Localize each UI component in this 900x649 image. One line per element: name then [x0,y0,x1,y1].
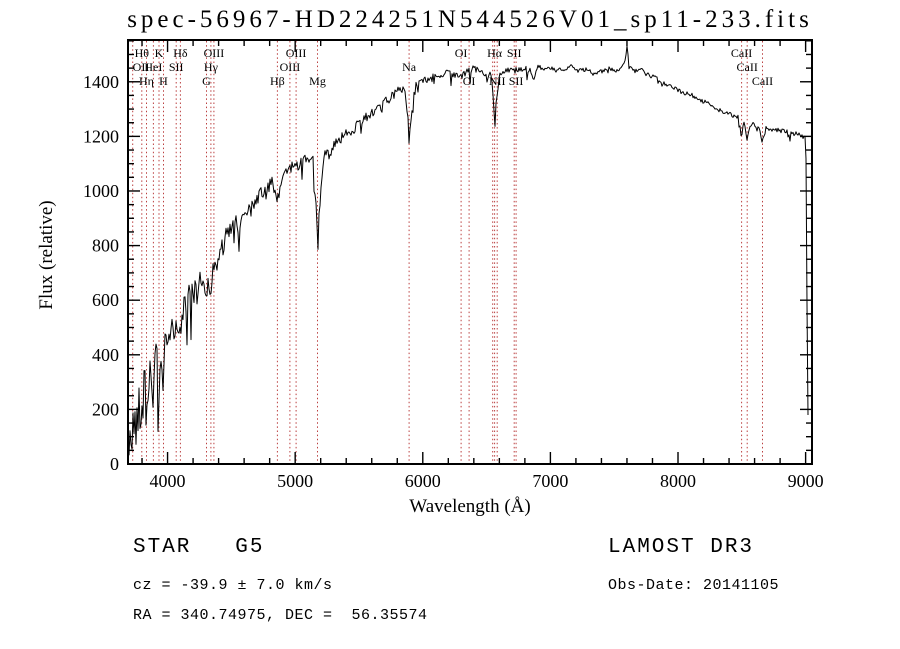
x-tick-label: 9000 [788,471,824,491]
y-tick-label: 400 [92,345,119,365]
spectral-line-label: Hθ [135,46,150,60]
spectral-line-label: Hβ [270,74,285,88]
survey-label: LAMOST DR3 [608,536,755,559]
obs-date-label: Obs-Date: 20141105 [608,577,780,594]
spectral-line-label: Hα [487,46,503,60]
spectral-line-label: H [159,74,168,88]
cz-velocity-label: cz = -39.9 ± 7.0 km/s [133,577,333,594]
object-class-label: STAR G5 [133,536,265,559]
spectral-line-label: Hη [139,74,154,88]
y-axis-label: Flux (relative) [36,200,57,310]
coordinates-label: RA = 340.74975, DEC = 56.35574 [133,607,428,624]
y-tick-label: 800 [92,236,119,256]
spectral-line-label: Hδ [173,46,188,60]
spectral-line-label: OIII [280,60,301,74]
spectral-line-label: K [155,46,164,60]
spectral-line-label: OIII [204,46,225,60]
x-tick-label: 8000 [660,471,696,491]
spectral-line-label: OII [133,60,150,74]
spectral-line-label: CaII [752,74,773,88]
spectral-line-label: NII [489,74,506,88]
spectral-line-label: Hγ [204,60,219,74]
spectral-line-label: SII [507,46,522,60]
y-tick-label: 0 [110,454,119,474]
x-tick-label: 7000 [532,471,568,491]
spectral-line-label: CaII [731,46,752,60]
x-tick-label: 5000 [277,471,313,491]
x-axis-label: Wavelength (Å) [409,496,531,517]
spectral-line-label: Na [402,60,417,74]
spectral-line-label: SII [509,74,524,88]
y-tick-label: 600 [92,290,119,310]
spectral-line-label: Mg [309,74,326,88]
spectral-line-label: OIII [286,46,307,60]
y-tick-label: 1400 [83,72,119,92]
plot-title: spec-56967-HD224251N544526V01_sp11-233.f… [127,6,813,33]
spectrum-trace [129,45,809,456]
y-tick-label: 1000 [83,181,119,201]
x-tick-label: 6000 [405,471,441,491]
spectral-line-label: SII [169,60,184,74]
spectral-line-label: CaII [737,60,758,74]
spectral-line-label: OI [463,74,476,88]
spectral-line-label: G [202,74,211,88]
y-tick-label: 1200 [83,126,119,146]
x-tick-label: 4000 [150,471,186,491]
spectral-line-label: OI [455,46,468,60]
spectral-line-label: HeI [144,60,162,74]
plot-frame [127,39,813,465]
y-tick-label: 200 [92,399,119,419]
